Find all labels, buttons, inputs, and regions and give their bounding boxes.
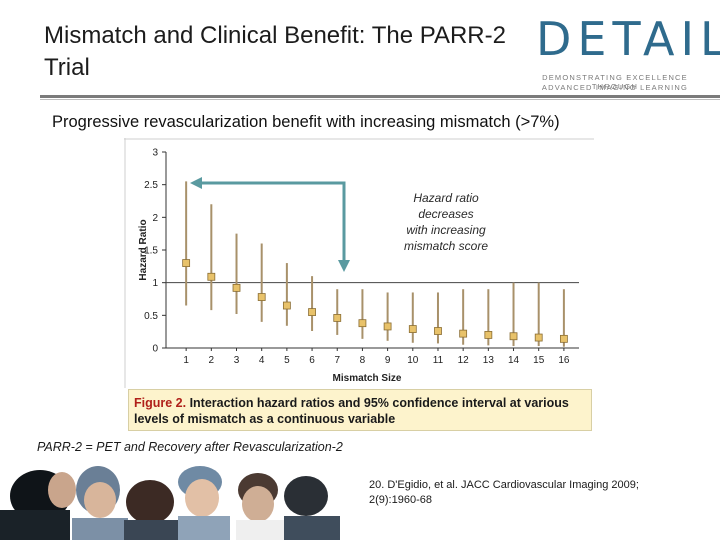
y-tick-label-5: 2.5	[144, 180, 158, 191]
x-tick-label-12: 13	[483, 355, 495, 366]
hr-point-14	[509, 332, 518, 341]
x-axis-label: Mismatch Size	[333, 373, 402, 384]
title-divider	[40, 95, 720, 98]
clinicians-illustration	[0, 456, 340, 540]
y-tick-label-0: 0	[152, 344, 158, 355]
clinicians-photo	[0, 456, 340, 540]
annotation-arrow	[190, 177, 350, 272]
annotation-line-1: Hazard ratio	[413, 191, 479, 205]
hr-point-8	[358, 319, 367, 328]
x-tick-label-15: 16	[558, 355, 570, 366]
hr-point-6	[308, 308, 316, 316]
x-tick-label-2: 3	[234, 355, 240, 366]
x-tick-label-6: 7	[334, 355, 340, 366]
figure-caption-label: Figure 2.	[134, 396, 187, 410]
hr-point-11	[434, 327, 442, 335]
hr-point-7	[333, 314, 342, 322]
title-divider-thin	[40, 99, 720, 100]
citation-line-2: 2(9):1960-68	[369, 494, 432, 506]
hr-point-12	[459, 329, 468, 338]
hr-point-5	[282, 301, 291, 310]
chart-svg: 00.511.522.53 1 2 3 4 5 6 7 8 9 10 11 12 13 14 15 16 Ha…	[124, 138, 594, 388]
citation-line-1: 20. D'Egidio, et al. JACC Cardiovascular…	[369, 479, 639, 491]
hr-point-13	[484, 331, 493, 339]
figure-caption: Figure 2. Interaction hazard ratios and …	[128, 389, 592, 431]
hr-point-4	[257, 293, 266, 301]
hr-point-15	[534, 333, 543, 342]
y-tick-label-6: 3	[152, 148, 158, 159]
citation: 20. D'Egidio, et al. JACC Cardiovascular…	[369, 478, 669, 508]
figure-caption-text: Interaction hazard ratios and 95% confid…	[134, 396, 569, 426]
hr-point-2	[207, 272, 216, 281]
x-tick-label-8: 9	[385, 355, 391, 366]
hr-point-1	[182, 259, 191, 267]
x-tick-label-1: 2	[209, 355, 215, 366]
hr-point-16	[559, 334, 568, 343]
annotation-line-3: with increasing	[406, 223, 486, 237]
x-tick-label-3: 4	[259, 355, 265, 366]
detail-logo: DETAIL DEMONSTRATING EXCELLENCE THROUGH …	[520, 10, 720, 92]
slide-subtitle: Progressive revascularization benefit wi…	[52, 113, 560, 131]
x-tick-label-10: 11	[433, 355, 444, 366]
x-tick-label-7: 8	[360, 355, 366, 366]
y-tick-label-4: 2	[152, 213, 158, 224]
slide-title: Mismatch and Clinical Benefit: The PARR-…	[44, 22, 506, 81]
logo-tagline-1: DEMONSTRATING EXCELLENCE THROUGH	[542, 73, 688, 91]
x-tick-label-0: 1	[183, 355, 189, 366]
x-tick-label-5: 6	[309, 355, 315, 366]
x-tick-label-13: 14	[508, 355, 520, 366]
x-tick-label-14: 15	[533, 355, 545, 366]
logo-tagline-2: ADVANCED IMAGING LEARNING	[541, 83, 689, 92]
logo-wordmark: DETAIL	[536, 12, 720, 66]
hr-point-3	[232, 283, 241, 292]
y-tick-label-1: 0.5	[144, 311, 158, 322]
hazard-ratio-chart: 0 0.5 1 1.5 2 2.5 3 1 2 3 4 5 6 7 8 9 10 11 12 13 14 15 16 Ha…	[124, 138, 594, 388]
y-tick-label-3: 1.5	[144, 246, 158, 257]
annotation-line-4: mismatch score	[404, 239, 488, 253]
x-tick-label-9: 10	[407, 355, 419, 366]
y-axis-label: Hazard Ratio	[138, 219, 149, 280]
x-tick-label-11: 12	[458, 355, 470, 366]
hr-point-9	[383, 322, 392, 331]
annotation-line-2: decreases	[418, 207, 473, 221]
x-tick-label-4: 5	[284, 355, 290, 366]
y-tick-label-2: 1	[152, 278, 158, 289]
hr-point-10	[408, 325, 417, 333]
abbreviation-note: PARR-2 = PET and Recovery after Revascul…	[37, 440, 343, 454]
